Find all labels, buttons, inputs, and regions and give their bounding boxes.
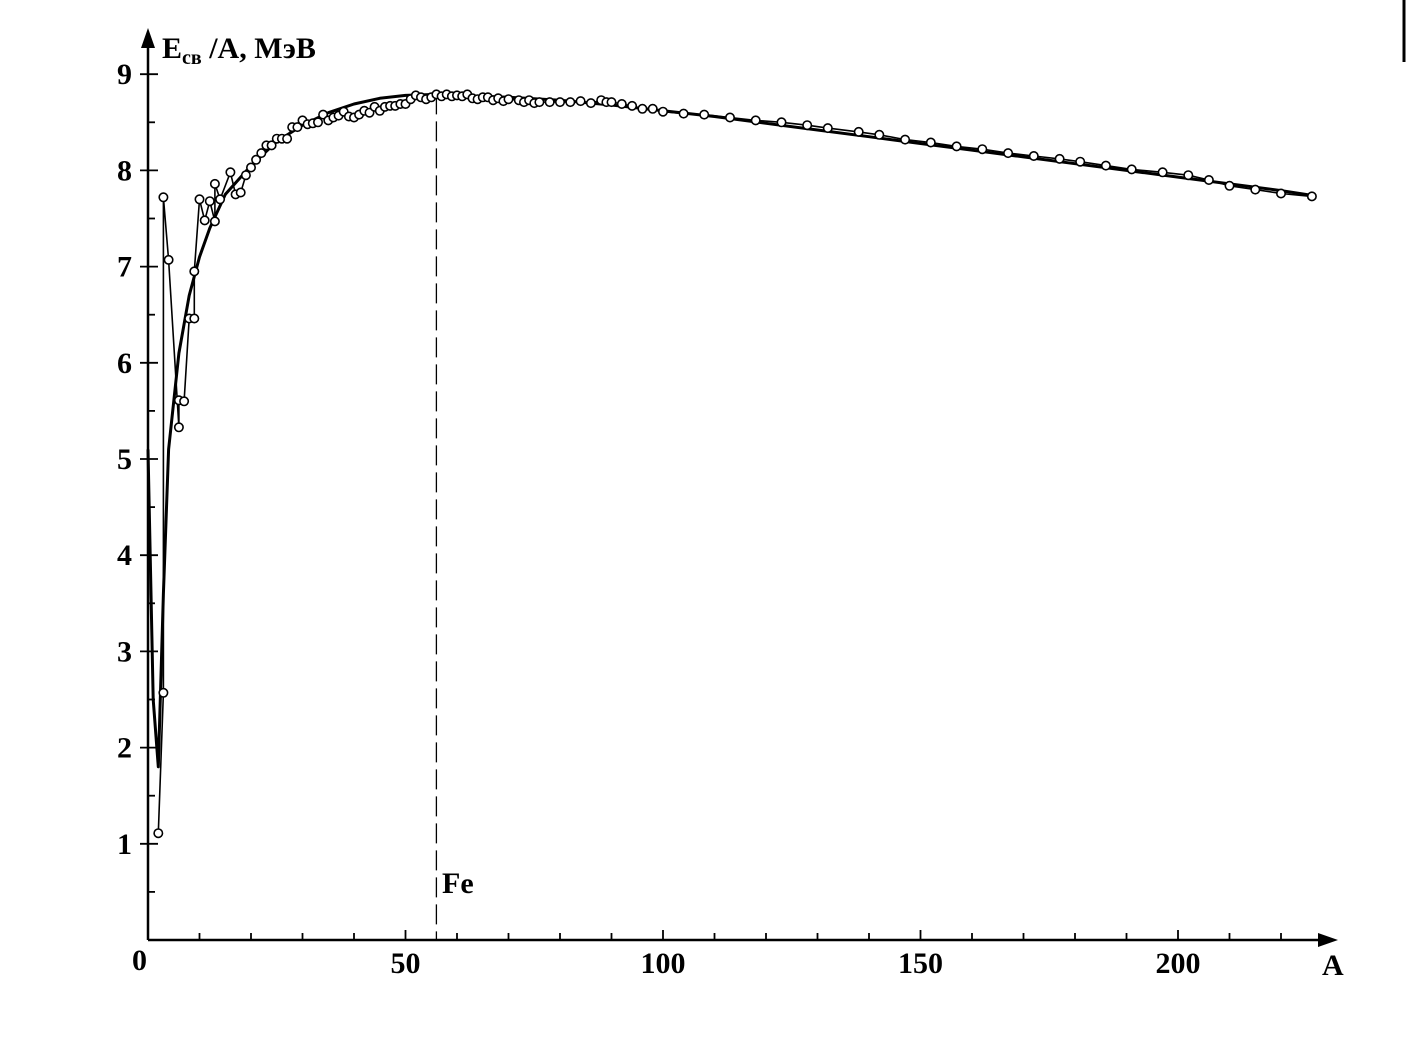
data-point <box>1054 153 1065 164</box>
y-tick-label: 6 <box>117 347 132 380</box>
y-tick-label: 3 <box>117 635 132 668</box>
data-point <box>627 100 638 111</box>
data-point <box>179 396 190 407</box>
data-point <box>1276 188 1287 199</box>
data-point <box>189 313 200 324</box>
data-point <box>1028 151 1039 162</box>
y-tick-label: 5 <box>117 443 132 476</box>
data-point <box>215 194 226 205</box>
data-point <box>951 141 962 152</box>
data-point <box>1224 180 1235 191</box>
data-point <box>209 216 220 227</box>
data-point <box>802 120 813 131</box>
data-point <box>1306 191 1317 202</box>
y-tick-label: 1 <box>117 828 132 861</box>
data-point <box>606 97 617 108</box>
data-point <box>554 97 565 108</box>
x-axis-title: A <box>1322 949 1344 982</box>
data-point <box>225 167 236 178</box>
y-axis-title-rest: /A, МэВ <box>202 32 316 65</box>
data-point <box>256 148 267 159</box>
data-point <box>977 144 988 155</box>
y-tick-label: 8 <box>117 154 132 187</box>
data-point <box>925 137 936 148</box>
data-point <box>158 192 169 203</box>
origin-label: 0 <box>132 944 147 977</box>
data-point <box>312 117 323 128</box>
plot-area <box>146 89 1317 940</box>
data-point <box>724 112 735 123</box>
data-point <box>585 98 596 109</box>
data-point <box>292 122 303 133</box>
data-point <box>503 94 514 105</box>
y-tick-label: 2 <box>117 732 132 765</box>
data-point <box>194 194 205 205</box>
data-point <box>750 115 761 126</box>
y-tick-label: 4 <box>117 539 132 572</box>
data-point <box>637 103 648 114</box>
data-point <box>699 109 710 120</box>
data-point <box>544 97 555 108</box>
data-point <box>900 134 911 145</box>
data-point <box>189 266 200 277</box>
data-point <box>534 97 545 108</box>
x-axis-arrow <box>1318 933 1338 947</box>
x-tick-label: 150 <box>898 947 943 980</box>
data-point <box>251 154 262 165</box>
x-tick-label: 50 <box>391 947 421 980</box>
data-point <box>1250 184 1261 195</box>
data-point <box>565 97 576 108</box>
y-axis-title-subscript: св <box>182 47 202 69</box>
y-axis-arrow <box>141 28 155 48</box>
data-point <box>246 162 257 173</box>
data-point <box>199 215 210 226</box>
data-connecting-line <box>157 93 1312 834</box>
data-point <box>1157 167 1168 178</box>
data-point <box>874 129 885 140</box>
y-tick-label: 7 <box>117 251 132 284</box>
data-point <box>1203 175 1214 186</box>
data-point <box>204 196 215 207</box>
data-point <box>647 103 658 114</box>
data-point <box>1126 164 1137 175</box>
smooth-fit-curve <box>146 92 1313 769</box>
data-point <box>266 140 277 151</box>
data-point <box>282 133 293 144</box>
data-point <box>1003 148 1014 159</box>
data-point <box>209 178 220 189</box>
data-point <box>235 187 246 198</box>
y-tick-label: 9 <box>117 58 132 91</box>
fe-label: Fe <box>442 867 474 900</box>
data-point <box>657 106 668 117</box>
data-point <box>153 828 164 839</box>
data-point <box>1183 170 1194 181</box>
data-point <box>822 123 833 134</box>
data-point <box>616 99 627 110</box>
data-point <box>575 96 586 107</box>
data-point <box>240 170 251 181</box>
y-axis-title: Eсв /A, МэВ <box>162 32 316 69</box>
data-point <box>1075 156 1086 167</box>
data-point <box>853 126 864 137</box>
y-axis-title-main: E <box>162 32 182 65</box>
data-point <box>776 117 787 128</box>
data-point <box>678 108 689 119</box>
axis-ticks: 1 2 3 4 5 6 7 8 9 50 100 150 200 <box>117 58 1282 980</box>
data-point <box>173 422 184 433</box>
data-point <box>158 687 169 698</box>
data-point <box>163 254 174 265</box>
data-point <box>1100 160 1111 171</box>
x-tick-label: 100 <box>641 947 686 980</box>
x-tick-label: 200 <box>1156 947 1201 980</box>
